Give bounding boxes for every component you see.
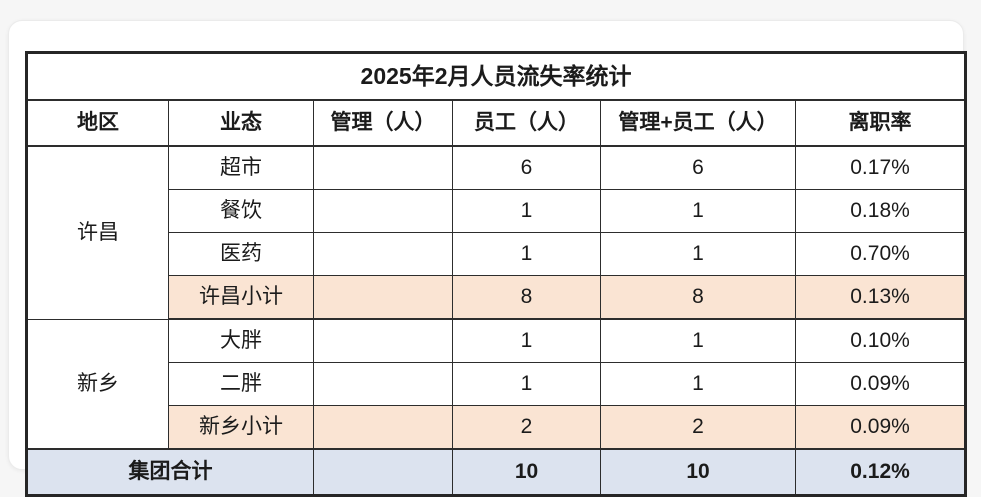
rate-cell: 0.17% <box>794 145 967 190</box>
staff-cell: 1 <box>452 362 601 406</box>
subtotal-label-cell: 许昌小计 <box>168 275 314 320</box>
mgmt-cell <box>313 232 453 276</box>
rate-cell: 0.13% <box>794 275 967 320</box>
rate-cell: 0.09% <box>794 362 967 406</box>
total-cell: 1 <box>600 362 796 406</box>
total-cell: 1 <box>600 232 796 276</box>
mgmt-cell <box>313 275 453 320</box>
subtotal-row: 许昌小计 8 8 0.13% <box>27 275 967 320</box>
total-cell: 1 <box>600 318 796 363</box>
table-header-row: 地区 业态 管理（人） 员工（人） 管理+员工（人） 离职率 <box>26 99 967 147</box>
table-row: 新乡 大胖 1 1 0.10% <box>26 318 967 450</box>
grand-total-label-cell: 集团合计 <box>26 448 314 496</box>
rate-cell: 0.70% <box>794 232 967 276</box>
attrition-table: 2025年2月人员流失率统计 地区 业态 管理（人） 员工（人） 管理+员工（人… <box>25 51 968 497</box>
region-cell: 许昌 <box>26 145 169 320</box>
rate-cell: 0.12% <box>794 448 967 496</box>
total-cell: 2 <box>600 405 796 450</box>
table-row: 二胖 1 1 0.09% <box>27 362 967 406</box>
mgmt-cell <box>313 405 453 450</box>
table-card: 2025年2月人员流失率统计 地区 业态 管理（人） 员工（人） 管理+员工（人… <box>8 20 968 497</box>
table-row: 许昌 超市 6 6 0.17% <box>26 145 967 320</box>
staff-cell: 1 <box>452 318 601 363</box>
rate-cell: 0.09% <box>794 405 967 450</box>
staff-cell: 6 <box>452 145 601 190</box>
grand-total-row: 集团合计 10 10 0.12% <box>26 448 967 496</box>
rate-cell: 0.10% <box>794 318 967 363</box>
business-cell: 医药 <box>168 232 314 276</box>
table-title: 2025年2月人员流失率统计 <box>25 52 967 101</box>
header-management-plus-staff: 管理+员工（人） <box>600 99 796 147</box>
mgmt-cell <box>313 189 453 233</box>
header-region: 地区 <box>26 99 169 147</box>
table-row: 医药 1 1 0.70% <box>27 232 967 276</box>
staff-cell: 8 <box>452 275 601 320</box>
business-cell: 二胖 <box>168 362 314 406</box>
header-management: 管理（人） <box>313 99 453 147</box>
staff-cell: 1 <box>452 232 601 276</box>
mgmt-cell <box>313 362 453 406</box>
region-cell: 新乡 <box>26 318 169 450</box>
total-cell: 10 <box>600 448 796 496</box>
total-cell: 1 <box>600 189 796 233</box>
business-cell: 大胖 <box>168 318 314 363</box>
mgmt-cell <box>313 145 453 190</box>
rate-cell: 0.18% <box>794 189 967 233</box>
total-cell: 6 <box>600 145 796 190</box>
mgmt-cell <box>313 448 453 496</box>
staff-cell: 10 <box>452 448 601 496</box>
subtotal-row: 新乡小计 2 2 0.09% <box>27 405 967 450</box>
staff-cell: 2 <box>452 405 601 450</box>
header-staff: 员工（人） <box>452 99 601 147</box>
total-cell: 8 <box>600 275 796 320</box>
business-cell: 餐饮 <box>168 189 314 233</box>
subtotal-label-cell: 新乡小计 <box>168 405 314 450</box>
mgmt-cell <box>313 318 453 363</box>
table-title-row: 2025年2月人员流失率统计 <box>25 52 967 101</box>
header-turnover-rate: 离职率 <box>794 99 967 147</box>
header-business-type: 业态 <box>168 99 314 147</box>
business-cell: 超市 <box>168 145 314 190</box>
staff-cell: 1 <box>452 189 601 233</box>
